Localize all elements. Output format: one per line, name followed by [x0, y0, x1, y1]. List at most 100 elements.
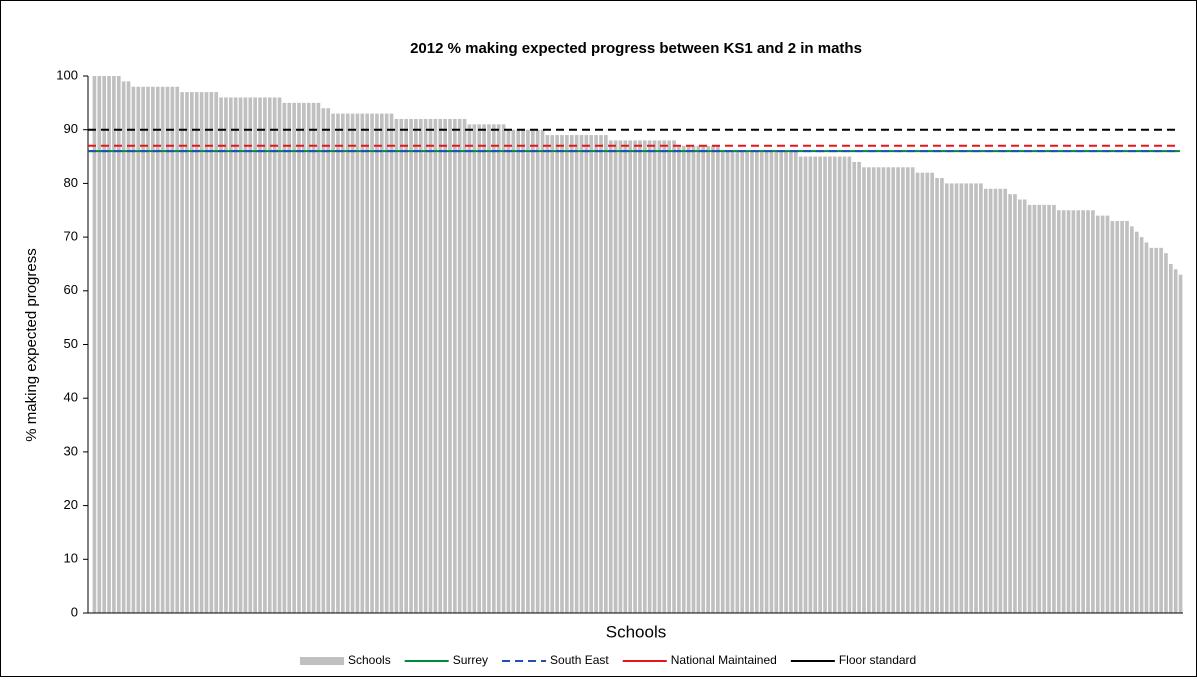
bar [633, 140, 637, 613]
bar [964, 183, 969, 613]
bar [711, 145, 715, 613]
bar [496, 124, 501, 613]
bar [1120, 220, 1124, 614]
bar [618, 140, 623, 613]
bar [686, 145, 691, 613]
bar [818, 156, 822, 614]
bar [1081, 210, 1085, 613]
bar [1154, 247, 1159, 613]
bar [1037, 204, 1042, 613]
bar [146, 86, 150, 614]
bar [151, 86, 155, 614]
bar [1115, 220, 1120, 614]
bar [535, 129, 540, 613]
bar [1134, 231, 1139, 614]
bar [107, 76, 111, 613]
bar [370, 113, 374, 613]
bar [506, 129, 511, 613]
bar [750, 151, 754, 613]
bar [170, 86, 175, 614]
bar [1139, 237, 1144, 613]
legend-label: Surrey [453, 653, 488, 667]
bar [764, 151, 769, 613]
bar [896, 167, 900, 614]
bar [789, 151, 793, 613]
bar [969, 183, 973, 613]
bar [774, 151, 779, 613]
bar [248, 97, 253, 614]
bar [530, 129, 535, 613]
bar [1032, 204, 1037, 613]
bar [526, 129, 530, 613]
bar [131, 86, 136, 614]
bar [677, 145, 681, 613]
bar [954, 183, 959, 613]
bar [1086, 210, 1090, 613]
bar [881, 167, 886, 614]
bar [126, 81, 131, 614]
bar [297, 102, 301, 613]
bar [803, 156, 808, 614]
bar [769, 151, 774, 613]
bar [886, 167, 891, 614]
y-tick-label: 30 [64, 443, 78, 458]
bar [1071, 210, 1076, 613]
bar [326, 108, 331, 613]
bar [511, 129, 516, 613]
bar [1003, 188, 1008, 613]
bar [258, 97, 262, 614]
bar [813, 156, 818, 614]
bar [219, 97, 223, 614]
bar [944, 183, 949, 613]
legend-label: South East [550, 653, 609, 667]
bar [1100, 215, 1105, 613]
bar [428, 118, 433, 614]
bar [272, 97, 277, 614]
bar [116, 76, 121, 613]
bar [175, 86, 180, 614]
y-tick-label: 0 [71, 604, 78, 619]
chart-title: 2012 % making expected progress between … [410, 40, 862, 57]
bar [959, 183, 964, 613]
bar [867, 167, 871, 614]
bar [165, 86, 170, 614]
bar [779, 151, 784, 613]
bar [438, 118, 443, 614]
bar [925, 172, 930, 613]
bar [1144, 242, 1149, 613]
bar [599, 135, 603, 613]
bar [681, 145, 686, 613]
legend-label: Schools [348, 653, 391, 667]
bar [1164, 253, 1168, 613]
bar [360, 113, 365, 613]
bar [662, 140, 667, 613]
bar [185, 92, 189, 614]
bar [784, 151, 788, 613]
y-tick-label: 10 [64, 551, 78, 566]
bar [1013, 194, 1017, 613]
bar [808, 156, 813, 614]
bar [613, 140, 618, 613]
bar [1042, 204, 1047, 613]
bar [915, 172, 920, 613]
bar [404, 118, 408, 614]
legend-label: Floor standard [839, 653, 916, 667]
bar [555, 135, 559, 613]
bar [1095, 215, 1100, 613]
bar [949, 183, 954, 613]
bar [160, 86, 165, 614]
bar [647, 140, 652, 613]
bar [97, 76, 102, 613]
y-tick-label: 20 [64, 497, 78, 512]
bar [1105, 215, 1110, 613]
bar [467, 124, 472, 613]
bar [594, 135, 598, 613]
bar [608, 140, 613, 613]
bar [667, 140, 671, 613]
bar [340, 113, 345, 613]
bar [974, 183, 978, 613]
bar [828, 156, 832, 614]
bar [565, 135, 569, 613]
bar [988, 188, 993, 613]
y-axis-label: % making expected progress [23, 248, 40, 441]
